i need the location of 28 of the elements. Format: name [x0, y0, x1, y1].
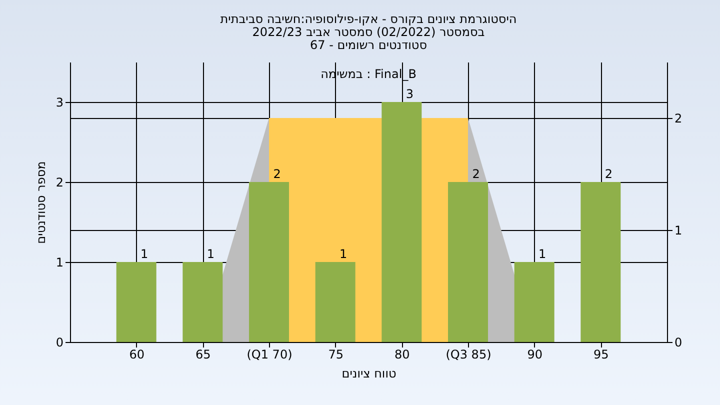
x-tick-label: 95 — [594, 348, 609, 362]
y2-tick-label: 2 — [674, 112, 682, 126]
x-tick-label: 90 — [527, 348, 542, 362]
x-tick-label: (Q3 85) — [446, 348, 492, 362]
y-tick-label: 3 — [56, 96, 64, 110]
x-axis-title: טווח ציונים — [342, 366, 396, 380]
data-label: 2 — [472, 167, 480, 181]
y2-tick-label: 0 — [674, 336, 682, 350]
y2-tick-label: 1 — [674, 224, 682, 238]
y-tick-label: 1 — [56, 256, 64, 270]
y-axis-title: מספר סטודנטים — [34, 161, 48, 244]
data-label: 1 — [206, 247, 214, 261]
data-label: 1 — [140, 247, 148, 261]
text: סטודנטים רשומים - 67 — [310, 38, 428, 52]
x-tick-label: 65 — [196, 348, 211, 362]
y-tick-label: 0 — [56, 336, 64, 350]
x-tick-label: 75 — [328, 348, 344, 362]
x-tick-label: (Q1 70) — [246, 348, 292, 362]
text: בסמסטר (02/2022) סמסטר אביב 2022/23 — [252, 25, 485, 39]
text: היסטוגרמת ציונים בקורס - אקו-פילוסופיה:חשיבה סביבתית — [220, 12, 517, 26]
data-label: 3 — [406, 87, 414, 101]
data-label: 1 — [340, 247, 348, 261]
x-tick-label: 80 — [394, 348, 410, 362]
data-label: 1 — [538, 247, 546, 261]
data-label: 2 — [604, 167, 612, 181]
x-tick-label: 60 — [129, 348, 144, 362]
y-tick-label: 2 — [56, 176, 64, 190]
data-label: 2 — [273, 167, 281, 181]
